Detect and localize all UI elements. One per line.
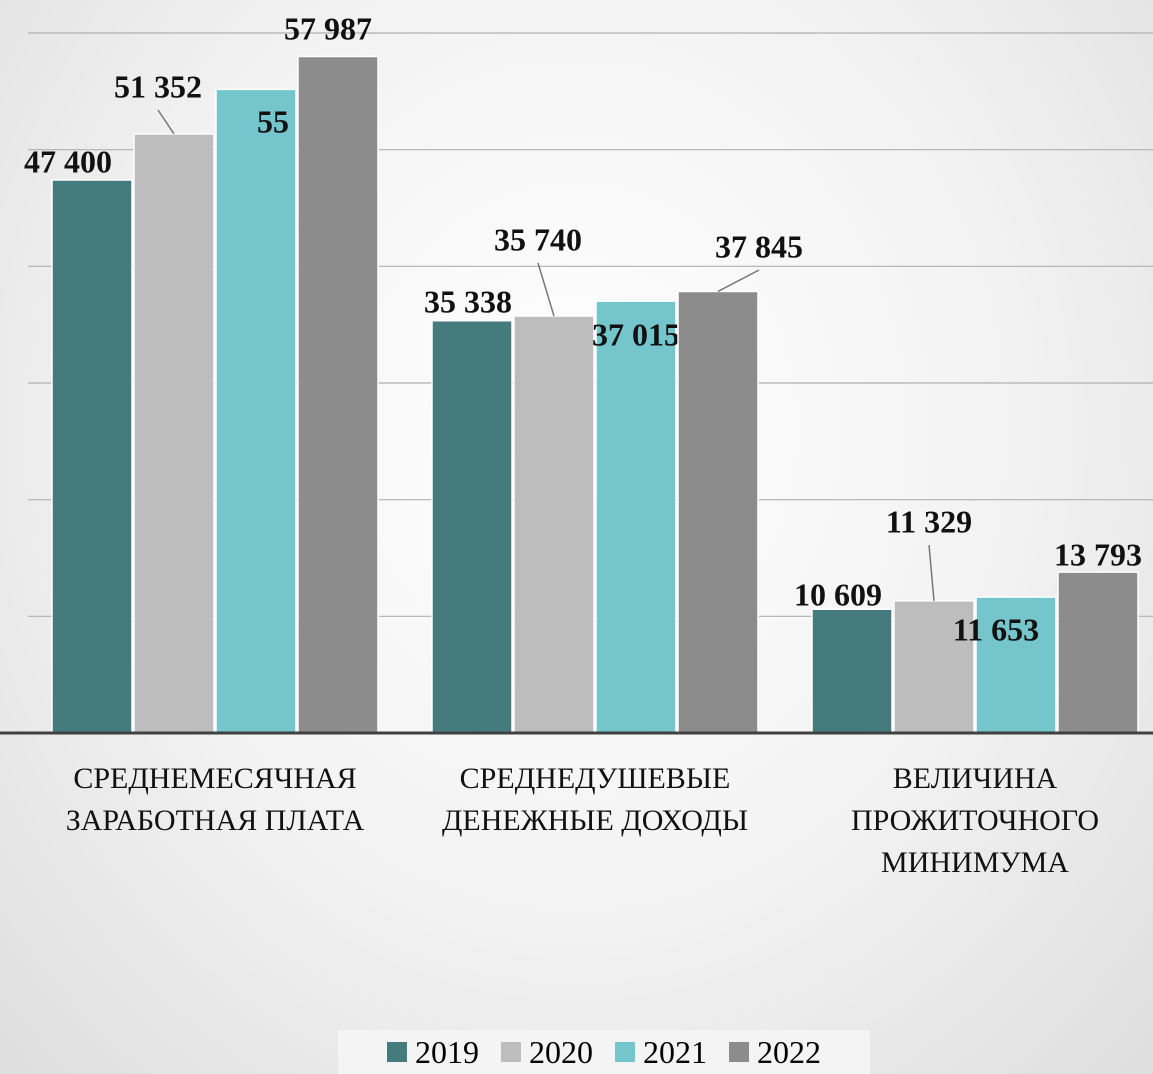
legend-swatch: [729, 1042, 749, 1062]
value-label: 57 987: [284, 10, 372, 46]
bar: [133, 133, 215, 734]
leader-line: [928, 544, 935, 601]
value-label: 11 653: [953, 611, 1039, 647]
legend-label: 2019: [415, 1033, 479, 1070]
legend-label: 2021: [643, 1033, 707, 1070]
legend-swatch: [615, 1042, 635, 1062]
x-tick-label: СРЕДНЕМЕСЯЧНАЯ ЗАРАБОТНАЯ ПЛАТА: [65, 762, 365, 837]
value-label: 10 609: [794, 576, 882, 612]
legend-swatch: [387, 1042, 407, 1062]
legend-swatch: [501, 1042, 521, 1062]
leader-line: [157, 109, 175, 135]
x-tick-label: СРЕДНЕДУШЕВЫЕ ДЕНЕЖНЫЕ ДОХОДЫ: [441, 762, 749, 837]
legend-item: 2022: [729, 1034, 821, 1071]
leader-line: [537, 262, 555, 317]
bar: [51, 179, 133, 734]
legend-label: 2020: [529, 1033, 593, 1070]
legend: 2019 2020 2021 2022: [338, 1030, 870, 1074]
bar: [1057, 571, 1139, 734]
x-tick-label: ВЕЛИЧИНА ПРОЖИТОЧНОГО МИНИМУМА: [850, 762, 1100, 879]
bar: [677, 290, 759, 734]
legend-label: 2022: [757, 1033, 821, 1070]
value-label: 35 338: [424, 283, 512, 319]
bar: [811, 608, 893, 734]
bar: [513, 315, 595, 734]
bar: [215, 88, 297, 734]
value-label: 35 740: [494, 221, 582, 257]
bar: [893, 600, 975, 734]
bar: [595, 300, 677, 734]
bar: [297, 55, 379, 734]
legend-item: 2020: [501, 1034, 593, 1071]
leader-line: [717, 269, 760, 293]
value-label: 13 793: [1054, 536, 1142, 572]
value-label: 11 329: [886, 503, 972, 539]
bar: [431, 319, 513, 734]
value-label: 51 352: [114, 68, 202, 104]
value-label: 37 015: [592, 316, 680, 352]
value-label: 37 845: [715, 228, 803, 264]
legend-item: 2021: [615, 1034, 707, 1071]
value-label: 47 400: [24, 143, 112, 179]
legend-item: 2019: [387, 1034, 479, 1071]
